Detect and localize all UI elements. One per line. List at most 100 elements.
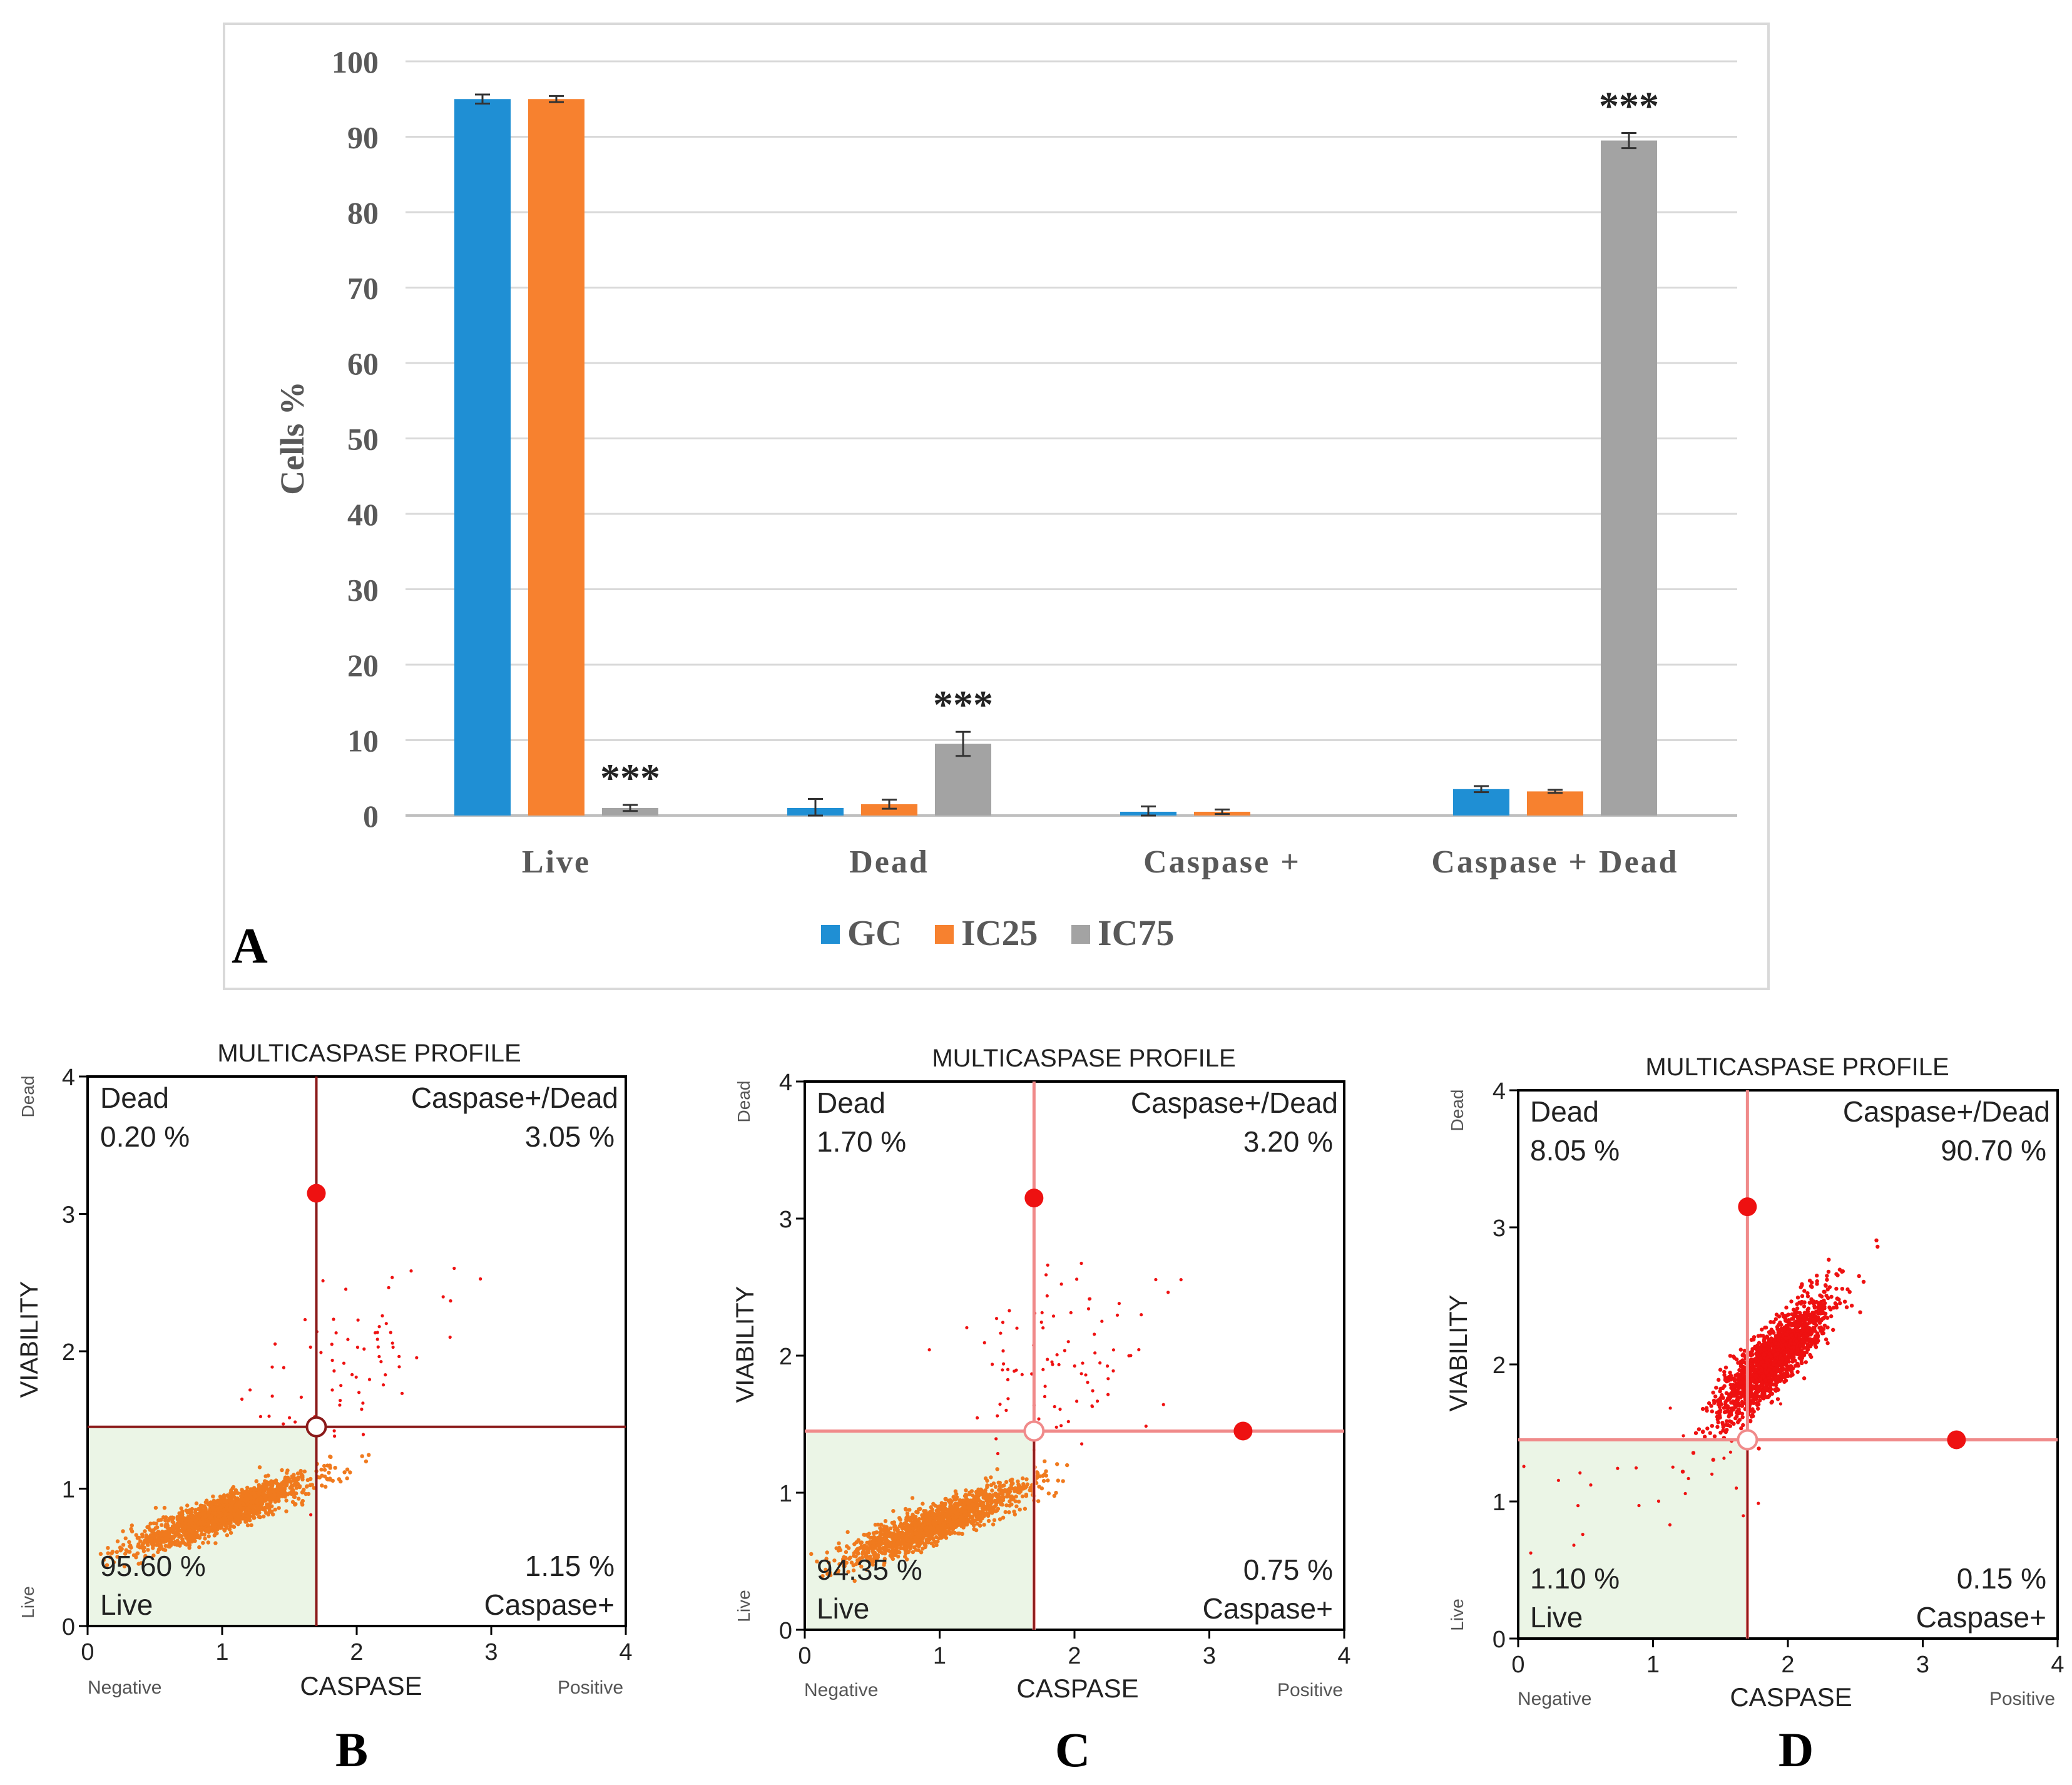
panel-b-x-axis-label: CASPASE xyxy=(300,1671,422,1701)
error-bar-ic25-0 xyxy=(549,95,564,103)
error-bar-ic75-1 xyxy=(956,730,971,757)
legend-label-ic75: IC75 xyxy=(1098,913,1174,953)
x-tick-2: 2 xyxy=(1781,1652,1794,1678)
x-tick-0: 0 xyxy=(81,1639,94,1665)
significance-label-1: *** xyxy=(933,682,993,727)
y-tick-4: 4 xyxy=(779,1070,792,1096)
panel-d-q-caspdead-pct: 90.70 % xyxy=(1941,1134,2046,1167)
category-label-0: Live xyxy=(522,844,591,880)
panel-a-y-axis-label: Cells % xyxy=(273,381,311,495)
bar-ic25-0 xyxy=(528,99,584,816)
y-tick-2: 2 xyxy=(1493,1353,1506,1379)
panel-c-ticks: 0 1 2 3 4 0 1 2 3 4 xyxy=(779,1070,1351,1669)
y-tick-20: 20 xyxy=(347,648,379,683)
x-tick-4: 4 xyxy=(2051,1652,2064,1678)
y-tick-2: 2 xyxy=(779,1344,792,1370)
x-tick-1: 1 xyxy=(1646,1652,1660,1678)
panel-b-q-caspdead-name: Caspase+/Dead xyxy=(411,1082,618,1114)
significance-label-3: *** xyxy=(1599,83,1659,128)
y-tick-40: 40 xyxy=(347,497,379,532)
panel-a-y-ticks: 0 10 20 30 40 50 60 70 80 90 100 xyxy=(332,44,379,834)
y-tick-10: 10 xyxy=(347,724,379,759)
panel-c-q-live-name: Live xyxy=(817,1592,869,1625)
error-bar-gc-0 xyxy=(475,93,490,105)
y-tick-70: 70 xyxy=(347,271,379,306)
error-bar-gc-3 xyxy=(1474,785,1489,794)
panel-b-y-axis-label: VIABILITY xyxy=(16,1281,43,1398)
panel-c-y-axis-label: VIABILITY xyxy=(732,1286,759,1403)
panel-a-legend: GC IC25 IC75 xyxy=(821,913,1174,953)
panel-letter-b: B xyxy=(335,1722,368,1777)
legend-label-gc: GC xyxy=(847,913,902,953)
x-tick-2: 2 xyxy=(1068,1643,1081,1669)
gate-center-handle xyxy=(305,1416,327,1438)
y-tick-80: 80 xyxy=(347,195,379,230)
panel-a-category-labels: Live Dead Caspase + Caspase + Dead xyxy=(522,844,1678,880)
error-bar-ic75-0 xyxy=(623,804,638,812)
panel-a-bars: *** *** *** xyxy=(454,83,1659,817)
panel-c-events xyxy=(809,1261,1183,1583)
panel-d-gate xyxy=(1518,1090,2058,1639)
panel-d-ticks: 0 1 2 3 4 0 1 2 3 4 xyxy=(1493,1078,2064,1678)
category-label-3: Caspase + Dead xyxy=(1431,844,1678,880)
panel-c-q-live-pct: 94.35 % xyxy=(817,1553,922,1586)
panel-c-q-casp-pct: 0.75 % xyxy=(1243,1553,1333,1586)
x-tick-4: 4 xyxy=(619,1639,632,1665)
category-label-1: Dead xyxy=(849,844,929,880)
panel-letter-c: C xyxy=(1055,1722,1090,1777)
bar-gc-0 xyxy=(454,99,511,816)
gate-handle-0 xyxy=(1024,1189,1044,1208)
panel-c-q-casp-name: Caspase+ xyxy=(1203,1592,1333,1625)
panel-c-q-dead-pct: 1.70 % xyxy=(817,1125,906,1158)
panel-b-q-dead-name: Dead xyxy=(100,1082,169,1114)
panel-b-title: MULTICASPASE PROFILE xyxy=(217,1040,521,1067)
panel-c-q-caspdead-pct: 3.20 % xyxy=(1243,1125,1333,1158)
x-tick-0: 0 xyxy=(798,1643,811,1669)
panel-d-q-live-name: Live xyxy=(1530,1601,1583,1634)
error-bar-ic75-3 xyxy=(1621,131,1636,150)
panel-d-q-dead-pct: 8.05 % xyxy=(1530,1134,1620,1167)
panel-b-q-live-name: Live xyxy=(100,1588,153,1621)
y-tick-100: 100 xyxy=(332,44,379,79)
y-tick-4: 4 xyxy=(1493,1078,1506,1105)
gate-center-handle xyxy=(1737,1429,1758,1451)
y-tick-0: 0 xyxy=(363,799,379,834)
panel-b-q-live-pct: 95.60 % xyxy=(100,1550,206,1582)
panel-b-gate xyxy=(88,1077,626,1626)
event-cluster-0 xyxy=(98,1453,371,1568)
bar-ic75-3 xyxy=(1601,140,1657,816)
y-tick-4: 4 xyxy=(62,1065,75,1091)
panel-c-scatter: MULTICASPASE PROFILE 0 1 2 3 4 0 1 2 3 4 Dead 1.7… xyxy=(732,1045,1351,1777)
panel-b-q-caspdead-pct: 3.05 % xyxy=(525,1120,615,1153)
error-bar-gc-1 xyxy=(808,797,823,817)
x-tick-0: 0 xyxy=(1511,1652,1524,1678)
panel-c-title: MULTICASPASE PROFILE xyxy=(932,1045,1235,1072)
event-cluster-0 xyxy=(809,1459,1069,1583)
panel-c-y-live-label: Live xyxy=(734,1590,753,1622)
panel-d-q-live-pct: 1.10 % xyxy=(1530,1562,1620,1595)
panel-b-events xyxy=(98,1266,482,1568)
panel-b-q-casp-pct: 1.15 % xyxy=(525,1550,615,1582)
y-tick-3: 3 xyxy=(779,1207,792,1233)
panel-d-q-casp-pct: 0.15 % xyxy=(1957,1562,2046,1595)
y-tick-50: 50 xyxy=(347,422,379,457)
legend-label-ic25: IC25 xyxy=(961,913,1038,953)
panel-c-q-caspdead-name: Caspase+/Dead xyxy=(1131,1087,1338,1119)
y-tick-90: 90 xyxy=(347,120,379,155)
y-tick-0: 0 xyxy=(1493,1627,1506,1653)
panel-d-scatter: MULTICASPASE PROFILE 0 1 2 3 4 0 1 2 3 4 Dead 8.0… xyxy=(1445,1053,2064,1777)
panel-letter-a: A xyxy=(232,919,268,974)
y-tick-30: 30 xyxy=(347,573,379,608)
gate-handle-0 xyxy=(1738,1197,1757,1217)
panel-b-y-dead-label: Dead xyxy=(18,1076,38,1118)
bar-gc-3 xyxy=(1453,789,1509,816)
panel-b-q-casp-name: Caspase+ xyxy=(484,1588,615,1621)
legend-swatch-gc xyxy=(821,925,840,944)
panel-d-x-pos-label: Positive xyxy=(1989,1689,2055,1709)
panel-c-gate xyxy=(805,1082,1344,1630)
gate-handle-1 xyxy=(1233,1421,1253,1441)
panel-d-q-dead-name: Dead xyxy=(1530,1095,1599,1128)
panel-d-title: MULTICASPASE PROFILE xyxy=(1645,1053,1949,1081)
panel-d-q-caspdead-name: Caspase+/Dead xyxy=(1843,1095,2050,1128)
